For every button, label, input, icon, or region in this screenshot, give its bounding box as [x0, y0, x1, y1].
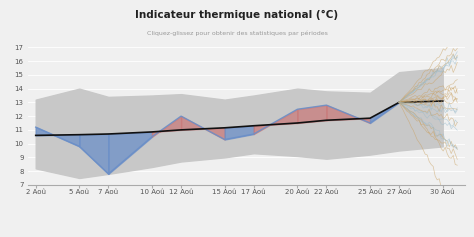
Text: Cliquez-glissez pour obtenir des statistiques par périodes: Cliquez-glissez pour obtenir des statist… — [146, 31, 328, 36]
Text: Indicateur thermique national (°C): Indicateur thermique national (°C) — [136, 9, 338, 20]
